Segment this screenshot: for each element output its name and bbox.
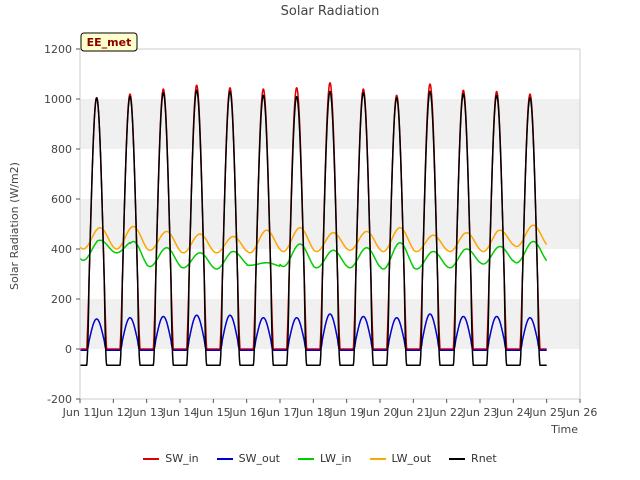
- station-badge-label: EE_met: [87, 36, 132, 49]
- series-line-lw-in: [79, 239, 548, 270]
- x-tick-label: Jun 21: [395, 406, 431, 419]
- x-tick-label: Jun 12: [95, 406, 131, 419]
- x-tick-label: Jun 14: [162, 406, 198, 419]
- legend-item-lw-in: LW_in: [298, 452, 352, 465]
- x-tick-label: Jun 24: [495, 406, 531, 419]
- y-axis-label: Solar Radiation (W/m2): [8, 162, 21, 290]
- legend-item-lw-out: LW_out: [369, 452, 432, 465]
- grid-band: [80, 299, 580, 349]
- y-tick-label: 400: [51, 243, 72, 256]
- x-tick-label: Jun 17: [262, 406, 298, 419]
- legend-swatch: [449, 457, 466, 460]
- legend-item-rnet: Rnet: [449, 452, 497, 465]
- legend-label: LW_out: [391, 452, 432, 465]
- x-tick-label: Jun 18: [295, 406, 331, 419]
- grid-band: [80, 99, 580, 149]
- x-tick-label: Jun 16: [228, 406, 264, 419]
- legend-label: Rnet: [471, 452, 497, 465]
- x-tick-label: Jun 15: [195, 406, 231, 419]
- y-tick-label: 600: [51, 193, 72, 206]
- legend-label: LW_in: [320, 452, 352, 465]
- x-tick-label: Jun 13: [128, 406, 164, 419]
- legend-swatch: [143, 457, 160, 460]
- series-line-lw-out: [79, 224, 548, 254]
- x-axis-label: Time: [550, 423, 578, 436]
- legend-swatch: [216, 457, 233, 460]
- chart-title: Solar Radiation: [281, 4, 380, 19]
- y-tick-label: 200: [51, 293, 72, 306]
- x-tick-label: Jun 19: [328, 406, 364, 419]
- x-tick-label: Jun 20: [362, 406, 398, 419]
- series-line-sw-out: [79, 313, 548, 352]
- chart-legend: SW_in SW_out LW_in LW_out Rnet: [0, 452, 640, 465]
- legend-swatch: [298, 457, 314, 460]
- series-line-rnet: [79, 89, 548, 367]
- legend-swatch: [369, 457, 386, 460]
- y-tick-label: -200: [47, 393, 72, 406]
- legend-label: SW_in: [165, 452, 199, 465]
- legend-label: SW_out: [238, 452, 280, 465]
- x-tick-label: Jun 25: [528, 406, 564, 419]
- station-badge: EE_met: [80, 32, 138, 52]
- legend-item-sw-out: SW_out: [216, 452, 280, 465]
- x-tick-label: Jun 22: [428, 406, 464, 419]
- y-tick-label: 1000: [44, 93, 72, 106]
- x-tick-label: Jun 23: [462, 406, 498, 419]
- y-tick-label: 0: [65, 343, 72, 356]
- grid-band: [80, 199, 580, 249]
- legend-item-sw-in: SW_in: [143, 452, 199, 465]
- x-tick-label: Jun 11: [62, 406, 98, 419]
- y-tick-label: 1200: [44, 43, 72, 56]
- y-tick-label: 800: [51, 143, 72, 156]
- x-tick-label: Jun 26: [562, 406, 598, 419]
